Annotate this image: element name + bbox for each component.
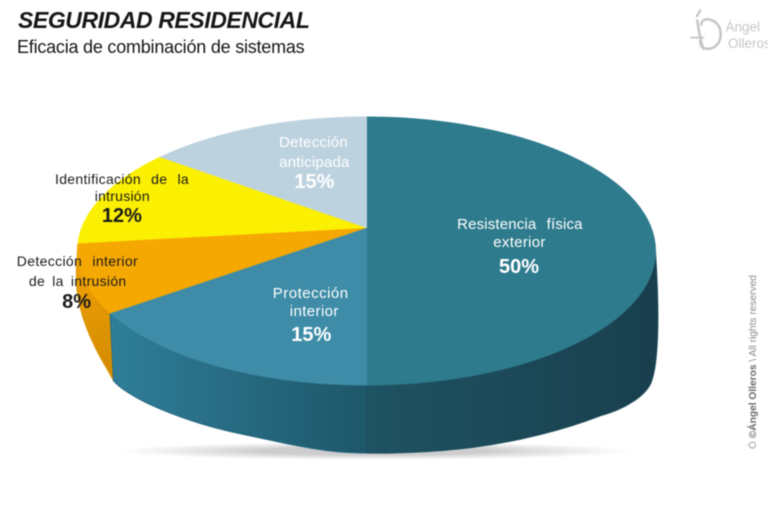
svg-text:Olleros: Olleros — [728, 36, 768, 51]
svg-text:Ángel: Ángel — [726, 20, 761, 35]
